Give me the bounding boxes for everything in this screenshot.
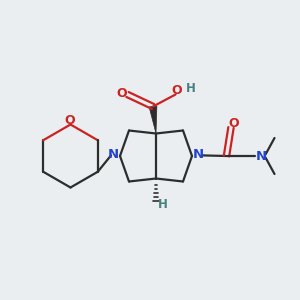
Text: O: O [117, 87, 128, 100]
Text: O: O [64, 113, 75, 127]
Polygon shape [149, 106, 157, 134]
Text: N: N [108, 148, 119, 161]
Text: O: O [228, 117, 239, 130]
Text: H: H [186, 82, 196, 95]
Text: H: H [158, 198, 167, 212]
Text: N: N [256, 149, 267, 163]
Text: O: O [172, 84, 182, 98]
Text: N: N [193, 148, 204, 161]
